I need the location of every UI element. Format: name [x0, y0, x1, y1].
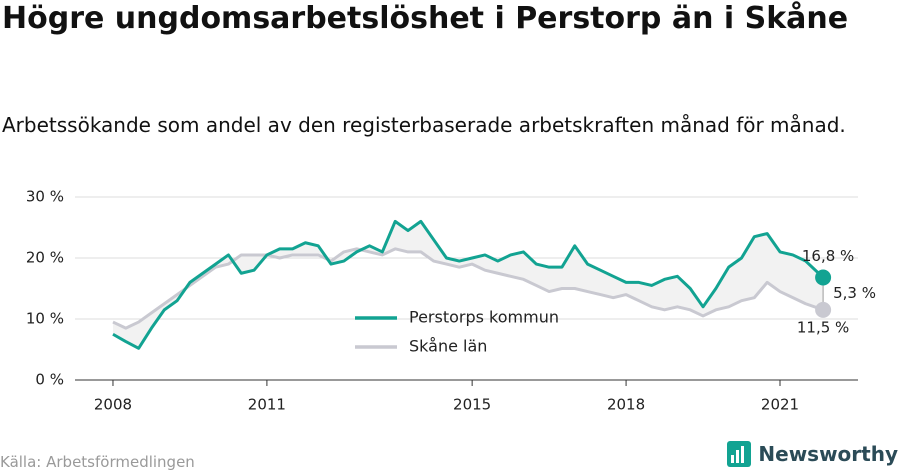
y-tick-label: 20 %: [26, 249, 64, 267]
x-tick-label: 2018: [607, 396, 645, 414]
legend-label: Perstorps kommun: [409, 308, 559, 327]
brand-name: Newsworthy: [758, 442, 898, 466]
x-tick-label: 2008: [94, 396, 132, 414]
series-line: [112, 247, 824, 330]
series-line: [112, 219, 825, 350]
legend-label: Skåne län: [409, 337, 487, 356]
annotation: 11,5 %: [797, 318, 849, 336]
annotation: 16,8 %: [802, 247, 854, 265]
x-tick-label: 2015: [453, 396, 491, 414]
end-dot: [815, 269, 832, 286]
brand: Newsworthy: [726, 440, 898, 468]
gap-area: [112, 221, 824, 349]
annotation: 5,3 %: [833, 284, 876, 302]
x-tick-label: 2011: [248, 396, 286, 414]
source: Källa: Arbetsförmedlingen: [0, 453, 195, 471]
y-tick-label: 30 %: [26, 188, 64, 206]
brand-logo: [727, 441, 752, 467]
chart-title: Högre ungdomsarbetslöshet i Perstorp än …: [2, 1, 849, 36]
chart-subtitle: Arbetssökande som andel av den registerb…: [2, 113, 846, 137]
y-tick-label: 0 %: [35, 371, 64, 389]
end-dot: [815, 301, 832, 318]
y-tick-label: 10 %: [26, 310, 64, 328]
x-tick-label: 2021: [761, 396, 799, 414]
